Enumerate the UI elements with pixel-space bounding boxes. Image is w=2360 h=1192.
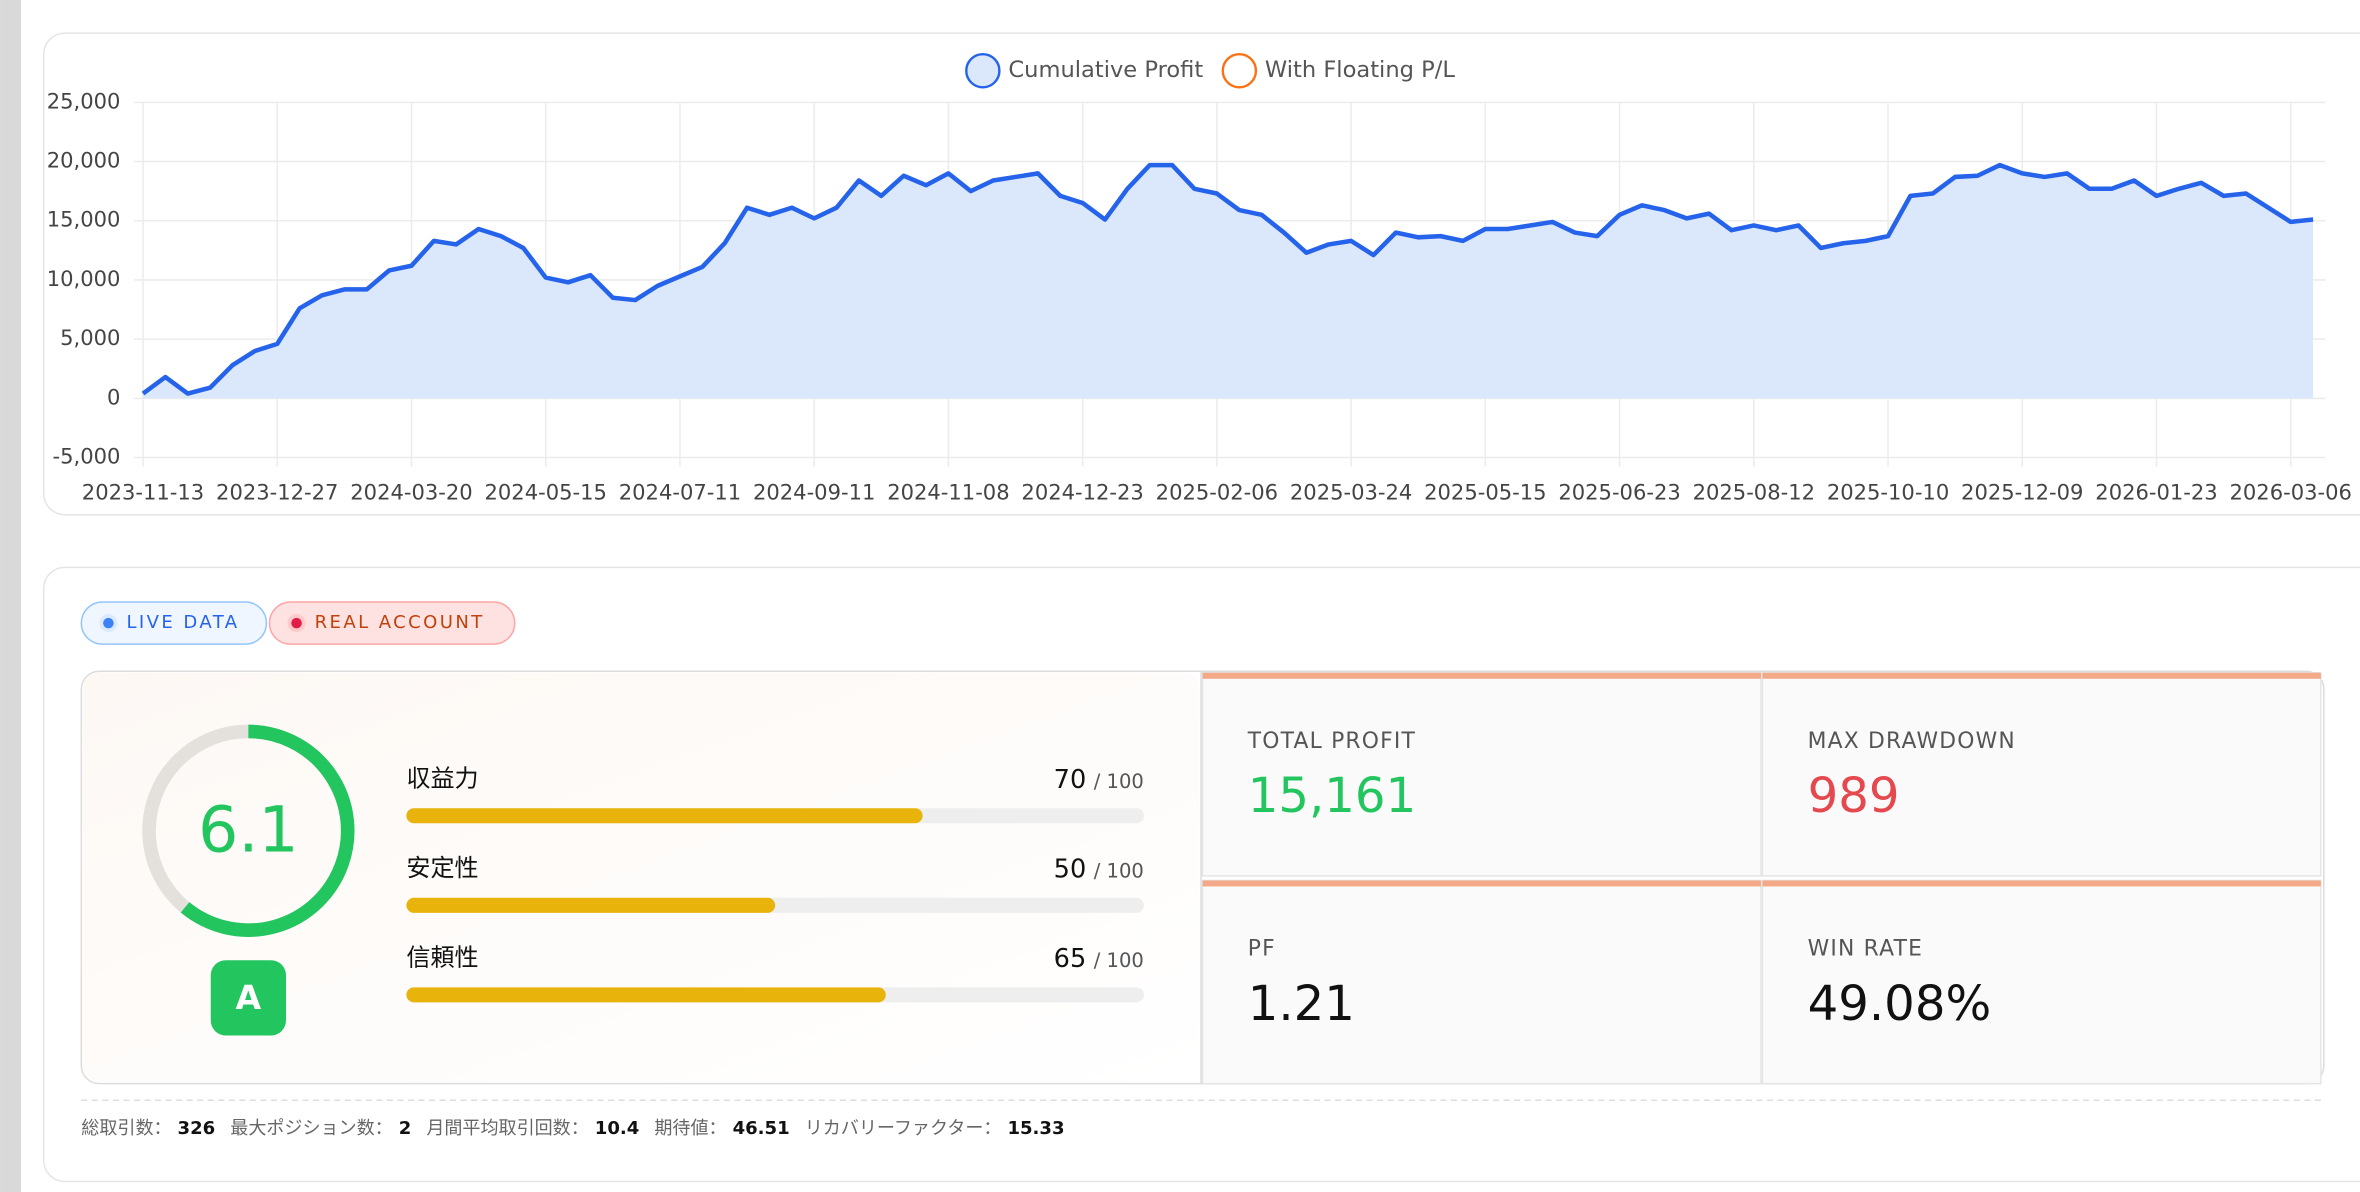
stat-label: 期待値：: [654, 1118, 726, 1139]
metric-accent: [1762, 672, 2321, 679]
rating-label: 信頼性: [406, 944, 478, 972]
x-tick-label: 2024-12-23: [1021, 480, 1143, 505]
stat-value: 46.51: [733, 1118, 790, 1139]
metric-accent: [1202, 880, 1761, 887]
x-tick-label: 2025-12-09: [1961, 480, 2083, 505]
metric-label: MAX DRAWDOWN: [1808, 729, 2016, 754]
rating-max: / 100: [1094, 949, 1144, 972]
rating-max: / 100: [1094, 860, 1144, 883]
metric-card: [1201, 879, 1762, 1085]
x-tick-label: 2025-02-06: [1156, 480, 1278, 505]
badge: [80, 601, 268, 645]
left-shadow: [0, 0, 22, 1192]
rating-value: 70: [1054, 765, 1087, 795]
area: [143, 165, 2314, 399]
metric-card: [1761, 672, 2322, 877]
y-tick-label: 0: [107, 384, 120, 409]
legend-label: Cumulative Profit: [1008, 57, 1203, 83]
rating-label: 収益力: [406, 765, 478, 793]
badge: [268, 601, 516, 645]
rating-label: 安定性: [406, 854, 478, 882]
stat-label: 総取引数：: [81, 1118, 171, 1139]
grade-badge: [210, 960, 286, 1036]
stat-label: リカバリーファクター：: [805, 1118, 1002, 1139]
metric-label: PF: [1248, 937, 1276, 962]
rating-value: 65: [1054, 944, 1087, 974]
x-tick-label: 2023-11-13: [82, 480, 204, 505]
x-tick-label: 2025-08-12: [1693, 480, 1815, 505]
legend-marker: [965, 52, 1001, 89]
metric-accent: [1762, 880, 2321, 887]
metric-card: [1201, 672, 1762, 877]
metric-value: 1.21: [1248, 976, 1355, 1032]
x-tick-label: 2025-10-10: [1827, 480, 1949, 505]
x-tick-label: 2024-09-11: [753, 480, 875, 505]
x-tick-label: 2024-11-08: [887, 480, 1009, 505]
y-tick-label: 20,000: [47, 148, 121, 173]
y-tick-label: 15,000: [47, 207, 121, 232]
metric-label: TOTAL PROFIT: [1247, 729, 1416, 754]
rating-value: 50: [1054, 855, 1087, 885]
x-tick-label: 2024-05-15: [485, 480, 607, 505]
stat-value: 10.4: [595, 1118, 640, 1139]
badge-dot: [291, 617, 302, 629]
stat-label: 最大ポジション数：: [230, 1118, 392, 1139]
stat-value: 2: [399, 1118, 412, 1139]
metric-card: [1761, 879, 2322, 1085]
grade: A: [236, 978, 262, 1017]
x-tick-label: 2026-03-06: [2230, 480, 2352, 505]
badge-label: REAL ACCOUNT: [315, 612, 485, 633]
x-tick-label: 2024-03-20: [350, 480, 472, 505]
score-value: 6.1: [198, 792, 299, 866]
x-tick-label: 2025-06-23: [1558, 480, 1680, 505]
metric-value: 989: [1808, 768, 1900, 824]
metric-accent: [1202, 672, 1761, 679]
y-tick-label: -5,000: [53, 444, 121, 469]
rating-bar: [406, 808, 923, 824]
chart: -5,000 0 5,000 10,000 15,000 20,000 25,000 2023…: [47, 52, 2352, 505]
metric-value: 49.08%: [1808, 976, 1992, 1032]
badge-dot: [103, 617, 114, 629]
stat-label: 月間平均取引回数：: [426, 1118, 588, 1139]
x-tick-label: 2024-07-11: [619, 480, 741, 505]
y-tick-label: 25,000: [47, 88, 121, 113]
legend-marker: [1221, 52, 1258, 89]
metric-value: 15,161: [1248, 768, 1417, 824]
score-panel: LIVE DATA REAL ACCOUNT 6.1 A 収益力 / 100 70 安…: [80, 601, 2325, 1139]
score-area: [82, 672, 1200, 1083]
x-tick-label: 2025-05-15: [1424, 480, 1546, 505]
line: [141, 162, 2314, 396]
x-tick-label: 2026-01-23: [2095, 480, 2217, 505]
x-tick-label: 2025-03-24: [1290, 480, 1412, 505]
stat-value: 326: [178, 1118, 216, 1139]
y-tick-label: 5,000: [60, 325, 120, 350]
legend-label: With Floating P/L: [1265, 57, 1455, 83]
stats-line: 総取引数： 326 最大ポジション数： 2 月間平均取引回数： 10.4 期待値： 46.51…: [81, 1118, 1064, 1139]
badge-label: LIVE DATA: [126, 612, 239, 633]
rating-max: / 100: [1094, 770, 1144, 793]
gauge-arc: [180, 724, 355, 937]
stat-value: 15.33: [1007, 1118, 1064, 1139]
metric-label: WIN RATE: [1808, 937, 1924, 962]
y-tick-label: 10,000: [47, 266, 121, 291]
rating-bar: [406, 897, 776, 913]
rating-bar: [406, 987, 886, 1003]
x-tick-label: 2023-12-27: [216, 480, 338, 505]
